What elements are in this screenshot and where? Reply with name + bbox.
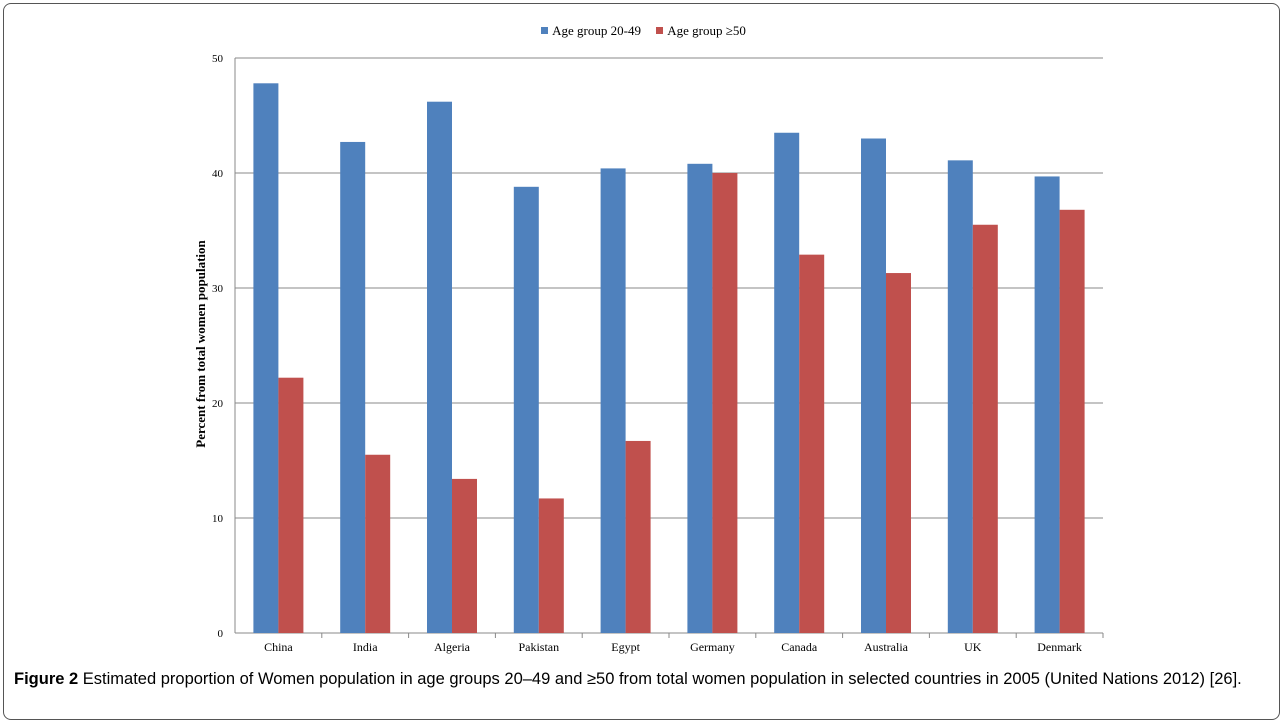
bar-1-algeria	[427, 101, 452, 633]
legend-swatch-series-1	[541, 27, 549, 34]
bar-2-germany	[712, 173, 738, 633]
x-tick-label-3: Pakistan	[518, 640, 559, 654]
y-tick-label-0: 0	[218, 628, 224, 640]
bar-1-germany	[687, 163, 713, 634]
bar-2-china	[278, 377, 304, 633]
x-tick-label-7: Australia	[864, 640, 909, 654]
figure-caption-text: Estimated proportion of Women population…	[78, 670, 1242, 688]
bar-1-india	[340, 141, 366, 633]
y-tick-label-1: 10	[212, 513, 224, 525]
x-tick-label-9: Denmark	[1037, 640, 1082, 654]
bar-chart: 0 10 20 30 40 50 China India Algeria Pakistan Egyp…	[212, 53, 1104, 654]
y-tick-label-2: 20	[212, 398, 224, 410]
bar-2-india	[365, 454, 391, 633]
bar-1-canada	[774, 132, 800, 633]
bar-1-pakistan	[513, 186, 539, 634]
figure-caption: Figure 2 Estimated proportion of Women p…	[14, 668, 1276, 691]
x-tick-label-8: UK	[964, 640, 982, 654]
legend-swatch-series-2	[656, 27, 664, 34]
legend-label-series-2: Age group ≥50	[667, 22, 746, 38]
x-tick-label-0: China	[264, 640, 293, 654]
bar-2-canada	[799, 254, 825, 633]
bar-2-egypt	[625, 440, 651, 633]
x-tick-label-1: India	[353, 640, 378, 654]
y-tick-label-4: 40	[212, 168, 224, 180]
legend-item-series-1: Age group 20-49	[541, 23, 641, 39]
chart-legend: Age group 20-49 Age group ≥50	[0, 22, 1287, 39]
x-tick-label-2: Algeria	[434, 640, 471, 654]
y-tick-label-5: 50	[212, 53, 224, 65]
bar-2-australia	[886, 273, 911, 633]
legend-label-series-1: Age group 20-49	[552, 22, 641, 38]
bar-2-algeria	[452, 478, 477, 633]
y-tick-label-3: 30	[212, 283, 224, 295]
bar-1-australia	[861, 138, 886, 633]
bar-1-china	[253, 83, 279, 634]
bar-1-denmark	[1034, 176, 1060, 633]
x-tick-label-6: Canada	[781, 640, 818, 654]
x-tick-label-5: Germany	[690, 640, 735, 654]
bar-2-denmark	[1059, 209, 1085, 634]
bar-2-pakistan	[538, 498, 564, 633]
bar-1-egypt	[600, 168, 626, 633]
bar-2-uk	[972, 224, 998, 633]
legend-item-series-2: Age group ≥50	[656, 23, 746, 39]
bar-1-uk	[947, 160, 973, 633]
figure-caption-label: Figure 2	[14, 670, 79, 688]
x-tick-label-4: Egypt	[611, 640, 640, 654]
